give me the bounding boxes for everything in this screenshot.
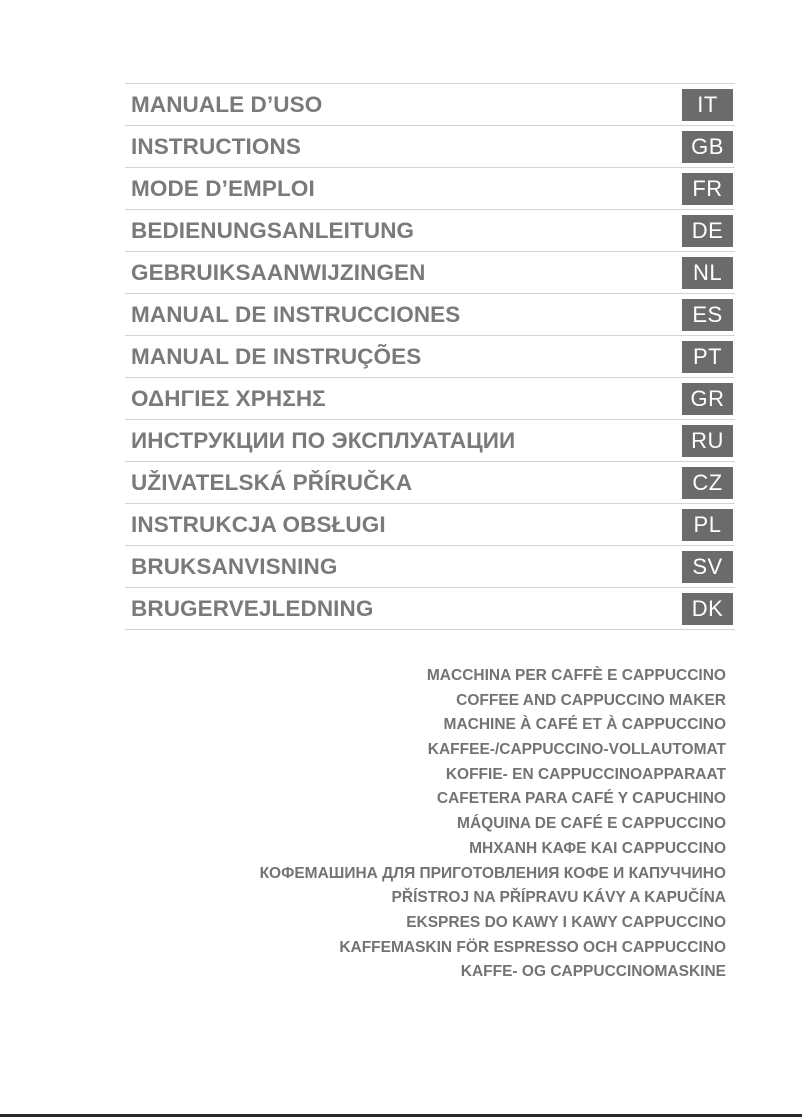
language-title: ИНСТРУКЦИИ ПО ЭКСПЛУАТАЦИИ — [131, 427, 516, 453]
bottom-rule — [0, 1114, 802, 1117]
language-index-table: MANUALE D’USO IT INSTRUCTIONS GB MODE D’EMPL… — [125, 83, 735, 630]
product-name: KAFFEMASKIN FÖR ESPRESSO OCH CAPPUCCINO — [339, 938, 726, 956]
language-row-pl: INSTRUKCJA OBSŁUGI PL — [125, 504, 735, 546]
language-code-badge: NL — [682, 256, 733, 289]
language-code-badge: PT — [682, 340, 733, 373]
product-name: EKSPRES DO KAWY I KAWY CAPPUCCINO — [406, 913, 726, 931]
language-row-de: BEDIENUNGSANLEITUNG DE — [125, 210, 735, 252]
language-code-badge: CZ — [682, 466, 733, 499]
language-title: UŽIVATELSKÁ PŘÍRUČKA — [131, 469, 413, 495]
language-row-ru: ИНСТРУКЦИИ ПО ЭКСПЛУАТАЦИИ RU — [125, 420, 735, 462]
language-row-es: MANUAL DE INSTRUCCIONES ES — [125, 294, 735, 336]
language-row-gr: ΟΔΗΓΙΕΣ ΧΡΗΣΗΣ GR — [125, 378, 735, 420]
product-name: MACHINE À CAFÉ ET À CAPPUCCINO — [443, 716, 726, 734]
product-name: MACCHINA PER CAFFÈ E CAPPUCCINO — [426, 667, 726, 684]
language-row-nl: GEBRUIKSAANWIJZINGEN NL — [125, 252, 735, 294]
language-code-badge: SV — [682, 550, 733, 583]
language-title: BRUGERVEJLEDNING — [131, 595, 374, 621]
language-code-badge: DK — [682, 592, 733, 625]
language-code-badge: GR — [682, 382, 733, 415]
product-name: ΜΗΧΑΝΗ ΚΑΦΕ ΚΑΙ CAPPUCCINO — [469, 839, 726, 857]
product-name: COFFEE AND CAPPUCCINO MAKER — [456, 691, 726, 709]
language-title: GEBRUIKSAANWIJZINGEN — [131, 259, 426, 285]
language-row-dk: BRUGERVEJLEDNING DK — [125, 588, 735, 630]
product-name: KAFFEE-/CAPPUCCINO-VOLLAUTOMAT — [427, 741, 726, 759]
language-code-badge: PL — [682, 508, 733, 541]
language-title: INSTRUCTIONS — [131, 133, 301, 159]
language-code-badge: DE — [682, 214, 733, 247]
product-name-list: MACCHINA PER CAFFÈ E CAPPUCCINO COFFEE AN… — [260, 664, 726, 985]
language-code-badge: ES — [682, 298, 733, 331]
product-name: KAFFE- OG CAPPUCCINOMASKINE — [460, 963, 726, 981]
language-row-cz: UŽIVATELSKÁ PŘÍRUČKA CZ — [125, 462, 735, 504]
language-code-badge: GB — [682, 130, 733, 163]
language-code-badge: IT — [682, 88, 733, 121]
language-title: MODE D’EMPLOI — [131, 175, 315, 201]
product-name: КОФЕМАШИНА ДЛЯ ПРИГОТОВЛЕНИЯ КОФЕ И КАПУ… — [259, 864, 726, 882]
language-title: ΟΔΗΓΙΕΣ ΧΡΗΣΗΣ — [131, 385, 326, 411]
product-name: CAFETERA PARA CAFÉ Y CAPUCHINO — [436, 790, 726, 808]
language-row-fr: MODE D’EMPLOI FR — [125, 168, 735, 210]
language-title: MANUAL DE INSTRUCCIONES — [131, 301, 461, 327]
language-title: INSTRUKCJA OBSŁUGI — [131, 511, 386, 537]
product-name: PŘÍSTROJ NA PŘÍPRAVU KÁVY A KAPUČÍNA — [391, 889, 726, 907]
language-title: MANUAL DE INSTRUÇÕES — [131, 343, 422, 369]
language-row-gb: INSTRUCTIONS GB — [125, 126, 735, 168]
language-code-badge: RU — [682, 424, 733, 457]
language-row-pt: MANUAL DE INSTRUÇÕES PT — [125, 336, 735, 378]
language-title: BEDIENUNGSANLEITUNG — [131, 217, 415, 243]
language-title: MANUALE D’USO — [131, 91, 323, 117]
product-name: MÁQUINA DE CAFÉ E CAPPUCCINO — [457, 815, 726, 833]
language-row-it: MANUALE D’USO IT — [125, 84, 735, 126]
language-row-sv: BRUKSANVISNING SV — [125, 546, 735, 588]
language-title: BRUKSANVISNING — [131, 553, 338, 579]
language-code-badge: FR — [682, 172, 733, 205]
product-name: KOFFIE- EN CAPPUCCINOAPPARAAT — [445, 765, 726, 783]
